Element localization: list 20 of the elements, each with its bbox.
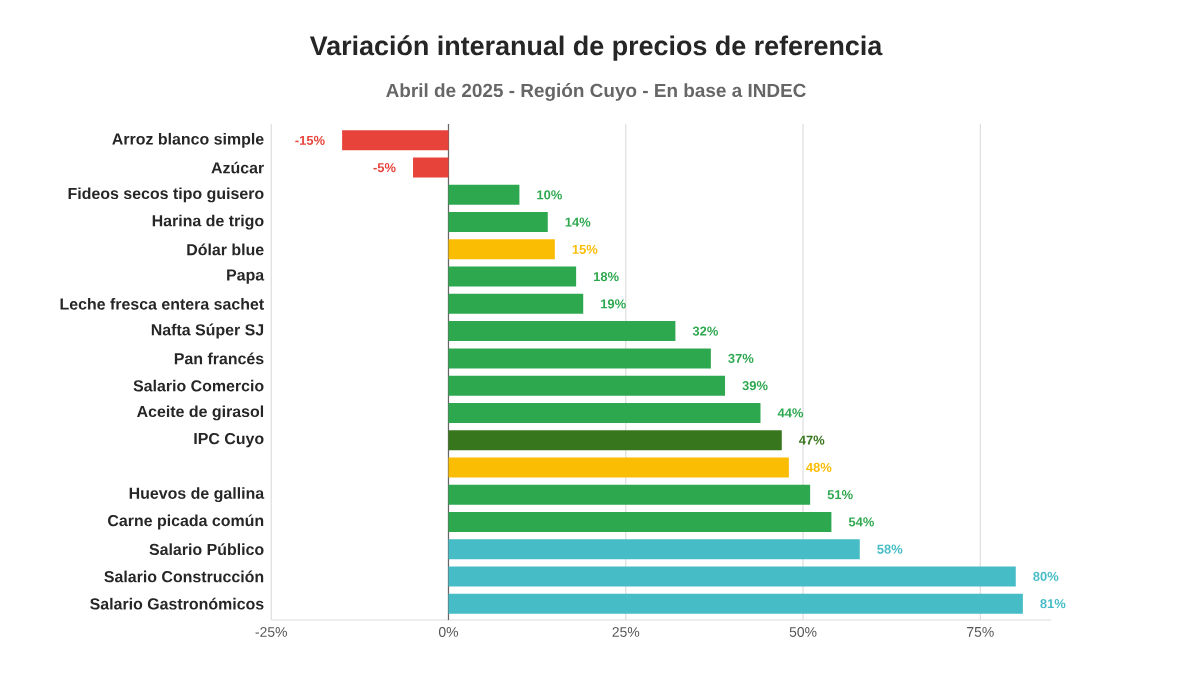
bar <box>448 484 811 505</box>
bar <box>448 539 860 560</box>
chart-subtitle: Abril de 2025 - Región Cuyo - En base a INDEC <box>386 83 806 101</box>
chart-title: Variación interanual de precios de referencia <box>309 35 883 61</box>
bar <box>342 130 449 151</box>
bar <box>448 566 1016 587</box>
bar <box>448 212 548 233</box>
bar <box>448 511 832 532</box>
bar <box>448 293 584 314</box>
bar <box>448 375 726 396</box>
bar <box>448 348 711 369</box>
bar <box>413 157 449 178</box>
bar <box>448 321 676 342</box>
bar <box>448 593 1023 614</box>
bar <box>448 266 577 287</box>
bar <box>448 184 520 205</box>
bar <box>448 430 782 451</box>
bar <box>448 239 555 260</box>
bar <box>448 402 761 423</box>
bar <box>448 457 789 478</box>
